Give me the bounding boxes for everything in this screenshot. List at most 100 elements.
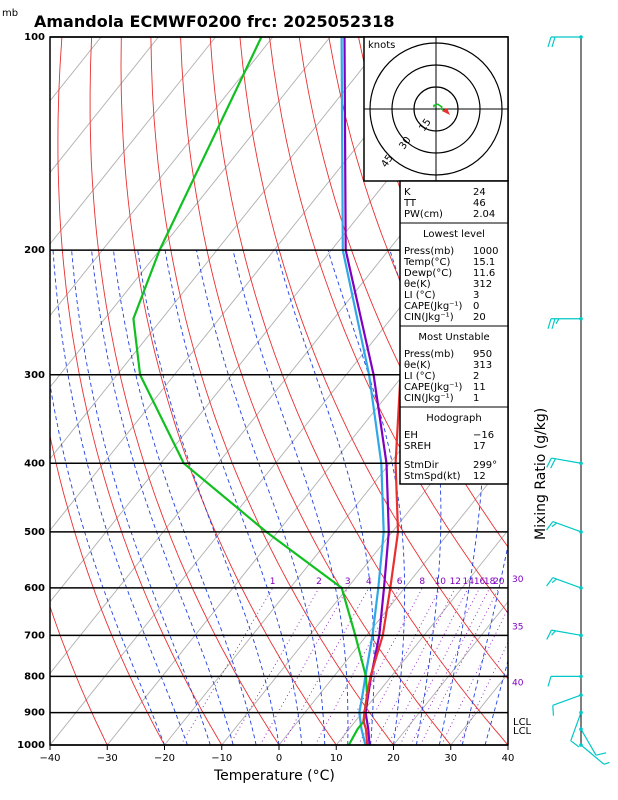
- index-value: 313: [473, 360, 492, 371]
- mixing-ratio-line: [410, 587, 491, 745]
- barb-flag: [551, 318, 556, 329]
- isotherm: [507, 744, 508, 745]
- series-parcel-line: [340, 37, 385, 745]
- isotherm: [50, 37, 159, 174]
- index-label: EH: [404, 430, 418, 441]
- index-value: 299°: [473, 460, 497, 471]
- index-label: SREH: [404, 441, 431, 452]
- barb-staff: [551, 629, 582, 636]
- hodograph-units: knots: [368, 40, 395, 51]
- mixing-ratio-label: 8: [419, 577, 425, 587]
- index-section-title: Lowest level: [423, 229, 485, 240]
- barb-flag: [551, 630, 556, 636]
- index-value: 46: [473, 198, 486, 209]
- barb-flag: [546, 521, 554, 531]
- dry-adiabat: [298, 37, 508, 548]
- barb-flag: [551, 36, 556, 48]
- x-axis-label: Temperature (°C): [213, 768, 335, 784]
- index-section-title: Most Unstable: [418, 332, 489, 343]
- right-axis-label: 30: [512, 575, 524, 585]
- barb-staff: [552, 577, 582, 589]
- hodograph: knots 15 30 45: [363, 36, 509, 182]
- barb-staff: [580, 728, 597, 756]
- pressure-tick-300: 300: [24, 370, 45, 381]
- isotherm: [106, 243, 508, 745]
- barb-flag: [555, 318, 560, 325]
- dry-adiabat: [269, 37, 508, 614]
- barb-flag: [546, 577, 554, 587]
- dry-adiabat: [239, 37, 508, 680]
- pressure-tick-100: 100: [24, 32, 45, 43]
- dry-adiabat: [209, 37, 508, 745]
- x-tick-label: 20: [387, 753, 400, 764]
- pressure-tick-200: 200: [24, 245, 45, 256]
- series-dewpoint-line: [132, 37, 369, 745]
- index-label: LI (°C): [404, 371, 436, 382]
- index-section-title: Hodograph: [426, 413, 481, 424]
- index-label: LI (°C): [404, 290, 436, 301]
- x-tick-label: 40: [502, 753, 515, 764]
- mixing-ratio-label: 14: [462, 577, 474, 587]
- mixing-ratio-label: 4: [366, 577, 372, 587]
- barb-base: [579, 743, 583, 747]
- x-tick-label: 10: [330, 753, 343, 764]
- mixing-ratio-line: [440, 607, 508, 745]
- index-label: StmDir: [404, 460, 439, 471]
- index-label: Dewp(°C): [404, 268, 452, 279]
- lcl-label-upper: LCL: [513, 717, 532, 728]
- isotherm: [393, 601, 508, 745]
- index-label: TT: [403, 198, 417, 209]
- mixing-ratio-label: 16: [474, 577, 486, 587]
- pressure-tick-900: 900: [24, 708, 45, 719]
- index-value: 1: [473, 393, 479, 404]
- index-label: θe(K): [404, 360, 431, 371]
- wind-barb: [570, 710, 583, 748]
- index-value: 2.04: [473, 209, 495, 220]
- mixing-ratio-label: 20: [493, 577, 505, 587]
- barb-flag: [551, 578, 557, 584]
- barb-flag: [546, 629, 552, 640]
- barb-base: [579, 693, 583, 697]
- indices-frame: [399, 180, 509, 485]
- mb-unit-label: mb: [2, 8, 18, 19]
- isotherm: [50, 37, 331, 388]
- index-value: 2: [473, 371, 479, 382]
- mixing-ratio-line: [314, 587, 400, 745]
- wind-barb: [552, 693, 583, 716]
- mixing-ratio-label: 10: [435, 577, 447, 587]
- wind-barb: [579, 743, 610, 765]
- grid-layer: [50, 37, 508, 745]
- index-label: PW(cm): [404, 209, 443, 220]
- index-value: 312: [473, 279, 492, 290]
- pressure-tick-700: 700: [24, 630, 45, 641]
- x-tick-label: −20: [154, 753, 175, 764]
- dry-adiabat: [50, 605, 108, 745]
- index-label: CIN(Jkg⁻¹): [404, 393, 454, 404]
- barb-base: [579, 35, 583, 39]
- barb-flag: [603, 761, 610, 765]
- dry-adiabat: [506, 37, 508, 43]
- pressure-tick-1000: 1000: [17, 740, 45, 751]
- wind-barbs: [546, 35, 610, 765]
- barb-flag: [570, 740, 580, 748]
- wind-barb: [547, 674, 583, 687]
- index-label: θe(K): [404, 279, 431, 290]
- index-label: CIN(Jkg⁻¹): [404, 312, 454, 323]
- hodo-ring: [413, 86, 459, 132]
- index-value: 0: [473, 301, 479, 312]
- moist-adiabat: [71, 250, 211, 745]
- mixing-ratio-line: [373, 587, 456, 745]
- barb-staff: [552, 694, 582, 706]
- barb-flag: [595, 752, 607, 756]
- right-axis-label: 40: [512, 678, 524, 688]
- right-axis-label: 35: [512, 622, 523, 632]
- x-tick-label: 0: [276, 753, 282, 764]
- wind-barb: [547, 35, 583, 48]
- hodograph-rings: [364, 37, 508, 181]
- lcl-label-lower: LCL: [513, 726, 532, 737]
- mixing-ratio-label: 6: [397, 577, 403, 587]
- index-label: CAPE(Jkg⁻¹): [404, 382, 462, 393]
- dry-adiabat: [50, 433, 165, 745]
- mixing-ratio-label: 18: [484, 577, 496, 587]
- barb-staff: [552, 521, 582, 533]
